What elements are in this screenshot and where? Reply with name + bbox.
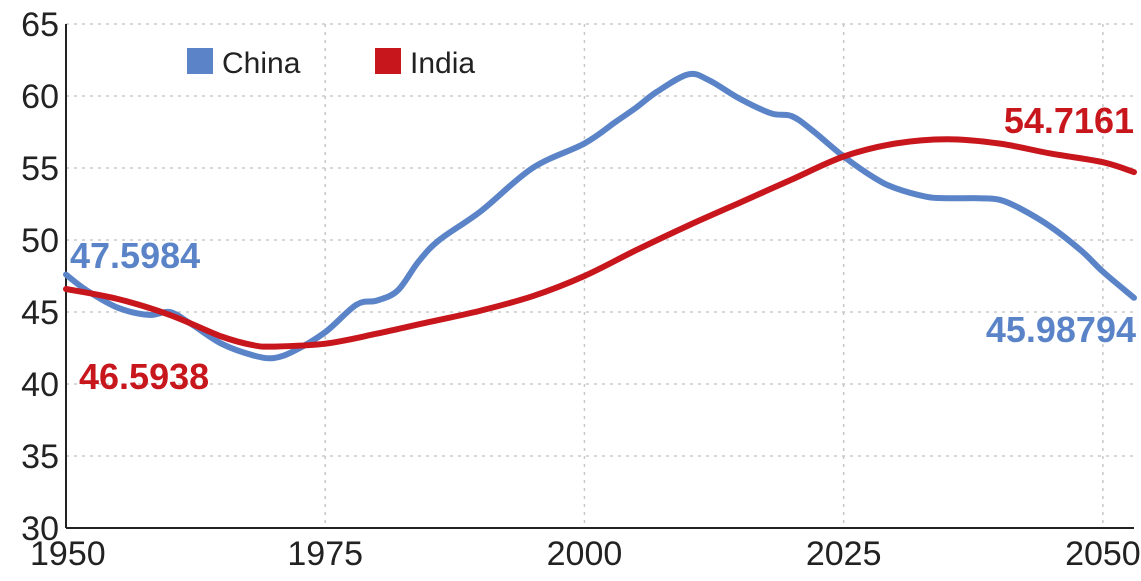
y-tick-labels: 30 35 40 45 50 55 60 65 [21,6,59,548]
china-start-value-label: 47.5984 [70,235,200,276]
y-tick-label: 65 [21,6,59,44]
x-tick-label: 2000 [547,535,623,573]
series-line-india [63,136,1137,350]
y-tick-label: 60 [21,78,59,116]
y-tick-label: 45 [21,294,59,332]
india-start-value-label: 46.5938 [79,356,209,397]
y-tick-label: 40 [21,366,59,404]
legend-label-china: China [222,47,301,80]
y-tick-label: 35 [21,438,59,476]
y-tick-label: 30 [21,510,59,548]
series-lines [63,70,1137,362]
china-end-value-label: 45.98794 [986,309,1136,350]
series-line-china [63,70,1137,362]
y-tick-label: 50 [21,222,59,260]
x-tick-label: 1975 [287,535,363,573]
x-tick-label: 1950 [30,535,106,573]
axes [65,24,1134,529]
data-labels: 47.5984 46.5938 54.7161 45.98794 [70,100,1136,397]
y-tick-label: 55 [21,150,59,188]
india-end-value-label: 54.7161 [1004,100,1134,141]
legend-swatch-china [187,48,213,74]
x-tick-label: 2025 [806,535,882,573]
x-tick-labels: 1950 1975 2000 2025 2050 [30,535,1141,573]
legend-label-india: India [410,47,475,80]
grid [66,23,1134,528]
legend-swatch-india [375,48,401,74]
legend: China India [187,47,475,80]
x-tick-label: 2050 [1065,535,1141,573]
